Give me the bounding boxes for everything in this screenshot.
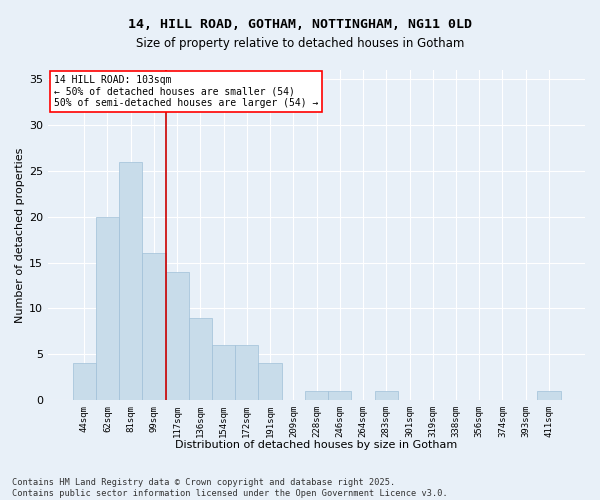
Bar — [142, 254, 166, 400]
X-axis label: Distribution of detached houses by size in Gotham: Distribution of detached houses by size … — [175, 440, 458, 450]
Bar — [73, 364, 96, 400]
Bar — [538, 391, 560, 400]
Bar — [328, 391, 352, 400]
Bar — [96, 216, 119, 400]
Bar — [212, 345, 235, 400]
Y-axis label: Number of detached properties: Number of detached properties — [15, 148, 25, 322]
Text: Contains HM Land Registry data © Crown copyright and database right 2025.
Contai: Contains HM Land Registry data © Crown c… — [12, 478, 448, 498]
Text: 14, HILL ROAD, GOTHAM, NOTTINGHAM, NG11 0LD: 14, HILL ROAD, GOTHAM, NOTTINGHAM, NG11 … — [128, 18, 472, 30]
Bar — [119, 162, 142, 400]
Bar — [166, 272, 189, 400]
Text: 14 HILL ROAD: 103sqm
← 50% of detached houses are smaller (54)
50% of semi-detac: 14 HILL ROAD: 103sqm ← 50% of detached h… — [53, 75, 318, 108]
Bar — [259, 364, 282, 400]
Bar — [235, 345, 259, 400]
Bar — [374, 391, 398, 400]
Bar — [189, 318, 212, 400]
Text: Size of property relative to detached houses in Gotham: Size of property relative to detached ho… — [136, 38, 464, 51]
Bar — [305, 391, 328, 400]
